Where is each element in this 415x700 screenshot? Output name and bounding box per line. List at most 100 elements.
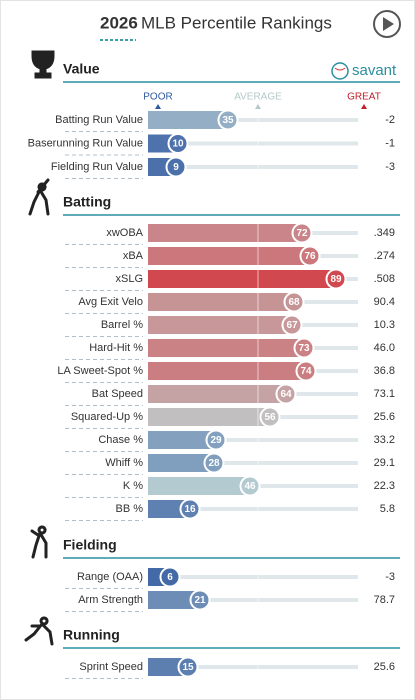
percentile-bar — [148, 362, 306, 380]
percentile-circle — [293, 337, 315, 359]
stat-value: 10.3 — [374, 319, 395, 331]
stat-value: -1 — [385, 137, 395, 149]
row-label: xBA — [123, 250, 144, 262]
scale-marker — [155, 104, 161, 109]
section-icon — [28, 178, 50, 216]
savant-logo: savant — [331, 62, 397, 80]
percentile-bar — [148, 339, 304, 357]
percentile-label: 89 — [330, 274, 342, 285]
row-label: Range (OAA) — [77, 571, 143, 583]
stat-value: 25.6 — [374, 661, 395, 673]
scale-marker — [361, 104, 367, 109]
row-label: xwOBA — [106, 227, 143, 239]
percentile-label: 46 — [244, 481, 256, 492]
track — [148, 165, 358, 169]
percentile-bar — [148, 500, 190, 518]
row-label: xSLG — [115, 273, 143, 285]
stat-value: 46.0 — [374, 342, 395, 354]
percentile-circle — [275, 383, 297, 405]
percentile-label: 10 — [172, 139, 184, 150]
percentile-circle — [295, 360, 317, 382]
percentile-circle — [259, 406, 281, 428]
track — [148, 575, 358, 579]
percentile-circle — [325, 268, 347, 290]
percentile-circle — [167, 133, 189, 154]
percentile-circle — [205, 429, 227, 451]
percentile-bar — [148, 454, 214, 472]
stat-value: 90.4 — [374, 296, 395, 308]
percentile-label: 6 — [167, 572, 173, 583]
percentile-bar — [148, 477, 250, 495]
percentile-label: 21 — [194, 595, 206, 606]
track — [148, 438, 358, 442]
header-year: 2026 — [100, 13, 138, 32]
stat-value: .274 — [374, 250, 395, 262]
scale-label: AVERAGE — [234, 92, 282, 103]
percentile-label: 9 — [173, 162, 179, 173]
percentile-bar — [148, 224, 302, 242]
row-label: Bat Speed — [92, 388, 143, 400]
percentile-circle — [165, 156, 187, 178]
percentile-circle — [203, 452, 225, 474]
percentile-bar — [148, 247, 310, 265]
track — [148, 598, 358, 602]
percentile-label: 72 — [296, 228, 308, 239]
stat-value: 33.2 — [374, 434, 395, 446]
percentile-bar — [148, 431, 216, 449]
percentile-label: 28 — [208, 458, 220, 469]
stat-value: 5.8 — [380, 503, 395, 515]
track — [148, 141, 358, 146]
row-label: Squared-Up % — [71, 411, 143, 423]
row-label: LA Sweet-Spot % — [57, 365, 143, 377]
stat-value: -3 — [385, 571, 395, 583]
row-label: Hard-Hit % — [89, 342, 143, 354]
track — [148, 461, 358, 465]
row-label: Avg Exit Velo — [78, 296, 143, 308]
section-title: Batting — [63, 194, 111, 210]
percentile-circle — [239, 475, 261, 497]
section-title: Fielding — [63, 537, 117, 553]
stat-value: 78.7 — [374, 594, 395, 606]
percentile-label: 29 — [210, 435, 222, 446]
percentile-label: 64 — [280, 389, 292, 400]
stat-value: .349 — [374, 227, 395, 239]
percentile-label: 68 — [288, 297, 300, 308]
percentile-circle — [283, 291, 305, 313]
logo-text: savant — [352, 62, 397, 79]
percentile-circle — [299, 245, 321, 267]
scale-label: POOR — [143, 92, 172, 103]
percentile-label: 15 — [182, 662, 194, 673]
percentile-label: 74 — [300, 366, 312, 377]
percentile-bar — [148, 658, 188, 676]
percentile-circle — [179, 498, 201, 520]
row-label: Arm Strength — [78, 594, 143, 606]
row-label: Baserunning Run Value — [28, 137, 143, 149]
row-label: Whiff % — [105, 457, 143, 469]
row-label: Chase % — [98, 434, 143, 446]
percentile-circle — [281, 314, 303, 336]
percentile-circle — [217, 109, 239, 131]
percentile-label: 16 — [184, 504, 196, 515]
row-label: Batting Run Value — [55, 114, 143, 126]
stat-value: 29.1 — [374, 457, 395, 469]
row-label: Barrel % — [101, 319, 143, 331]
stat-value: -2 — [385, 114, 395, 126]
row-label: BB % — [115, 503, 143, 515]
section-title: Running — [63, 627, 120, 643]
stat-value: 36.8 — [374, 365, 395, 377]
stat-value: 22.3 — [374, 480, 395, 492]
percentile-label: 67 — [286, 320, 298, 331]
section-icon — [30, 525, 48, 559]
stat-value: -3 — [385, 161, 395, 173]
percentile-bar — [148, 591, 200, 609]
percentile-bar — [148, 270, 336, 288]
track — [148, 118, 358, 122]
percentile-bar — [148, 111, 228, 129]
scale-marker — [255, 104, 261, 109]
stat-value: 25.6 — [374, 411, 395, 423]
play-button[interactable] — [373, 10, 401, 38]
track — [148, 507, 358, 511]
section-icon — [31, 50, 55, 79]
percentile-circle — [177, 656, 199, 678]
